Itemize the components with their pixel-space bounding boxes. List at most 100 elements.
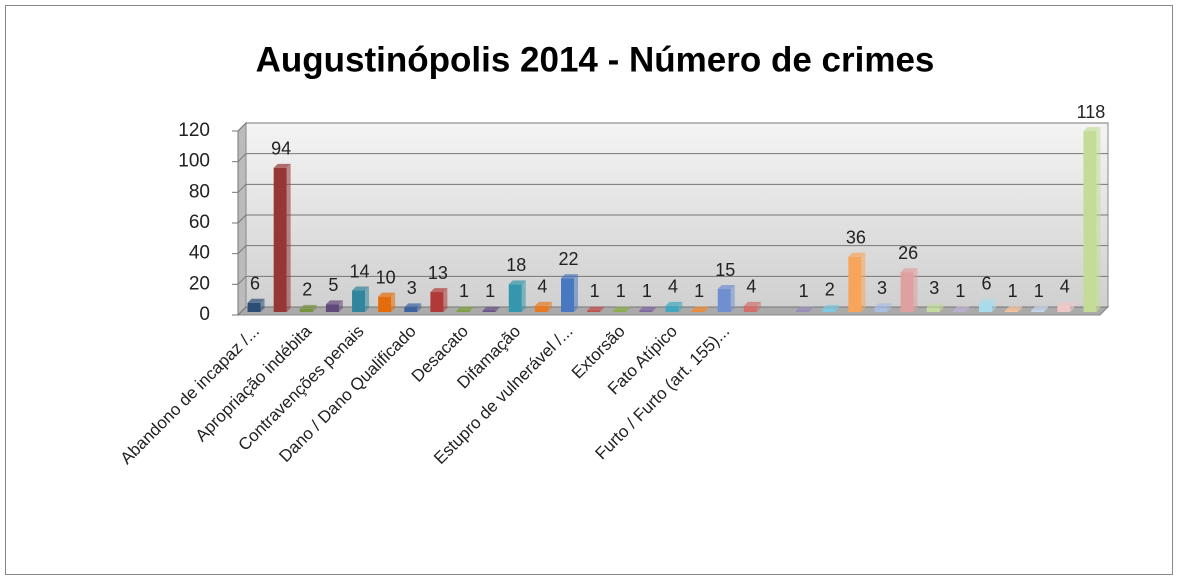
bar-side xyxy=(730,285,735,312)
bar xyxy=(978,302,992,312)
data-label: 4 xyxy=(668,277,678,297)
bar xyxy=(508,284,522,312)
data-label: 4 xyxy=(537,277,547,297)
bar xyxy=(1057,305,1071,312)
bar-side xyxy=(260,298,265,312)
data-label: 1 xyxy=(459,281,469,301)
bar xyxy=(952,310,966,312)
bar-side xyxy=(521,280,526,312)
bar xyxy=(691,310,705,312)
bar-top xyxy=(378,292,396,297)
bar xyxy=(430,292,444,312)
data-label: 3 xyxy=(929,278,939,298)
bar-side xyxy=(1044,306,1049,312)
bar xyxy=(273,167,287,312)
bar xyxy=(874,307,888,312)
bar-side xyxy=(391,292,396,312)
bar xyxy=(717,289,731,312)
bar-side xyxy=(574,274,579,312)
bar xyxy=(1031,310,1045,312)
bar xyxy=(665,305,679,312)
bar-top xyxy=(796,306,814,311)
bar-top xyxy=(508,280,526,285)
bar xyxy=(456,310,470,312)
y-tick-label: 60 xyxy=(189,212,210,233)
y-tick-label: 120 xyxy=(178,120,210,141)
bar-top xyxy=(978,298,996,303)
bar xyxy=(900,272,914,312)
data-label: 6 xyxy=(981,274,991,294)
bar-top xyxy=(639,306,657,311)
data-label: 14 xyxy=(350,261,370,281)
data-label: 6 xyxy=(250,274,260,294)
bar xyxy=(325,304,339,312)
bar-side xyxy=(835,304,840,312)
y-tick-label: 40 xyxy=(189,243,210,264)
bar-top xyxy=(848,252,866,257)
bar xyxy=(561,278,575,312)
data-label: 4 xyxy=(1060,277,1070,297)
bar-side xyxy=(991,298,996,312)
data-label: 26 xyxy=(898,243,918,263)
data-label: 2 xyxy=(825,280,835,300)
bar-side xyxy=(469,306,474,312)
data-label: 4 xyxy=(746,277,756,297)
bar xyxy=(822,308,836,312)
bar-side xyxy=(365,286,370,312)
bar-side xyxy=(1070,301,1075,312)
bar-top xyxy=(561,274,579,279)
data-label: 18 xyxy=(506,255,526,275)
bar-side xyxy=(626,306,631,312)
grid-line xyxy=(237,245,1108,255)
bar-top xyxy=(613,306,631,311)
y-tick-label: 20 xyxy=(189,273,210,294)
bar-top xyxy=(1005,306,1023,311)
bar-side xyxy=(443,288,448,312)
bar xyxy=(639,310,653,312)
bar-top xyxy=(665,301,683,306)
bar-top xyxy=(822,304,840,309)
bar-side xyxy=(809,306,814,312)
bar-side xyxy=(965,306,970,312)
data-label: 10 xyxy=(376,267,396,287)
bar-top xyxy=(952,306,970,311)
bar-side xyxy=(756,301,761,312)
bar xyxy=(1083,131,1097,312)
bar-side xyxy=(312,304,317,312)
grid-line xyxy=(237,122,1108,132)
bar-top xyxy=(456,306,474,311)
bar xyxy=(926,307,940,312)
bar-top xyxy=(1031,306,1049,311)
data-label: 1 xyxy=(1008,281,1018,301)
bar-side xyxy=(286,163,291,312)
data-label: 3 xyxy=(877,278,887,298)
bar-side xyxy=(678,301,683,312)
bar-side xyxy=(547,301,552,312)
bar xyxy=(378,296,392,312)
data-label: 1 xyxy=(590,281,600,301)
bar-top xyxy=(717,285,735,289)
bar-top xyxy=(352,286,370,291)
data-label: 1 xyxy=(1034,281,1044,301)
bar-top xyxy=(404,303,422,308)
y-tick-label: 80 xyxy=(189,181,210,202)
bar-top xyxy=(325,300,343,305)
bar-side xyxy=(417,303,422,312)
data-label: 1 xyxy=(694,281,704,301)
data-label: 94 xyxy=(271,139,291,159)
bar xyxy=(743,305,757,312)
bar xyxy=(534,305,548,312)
bar-side xyxy=(495,306,500,312)
bar xyxy=(1005,310,1019,312)
bar-top xyxy=(691,306,709,311)
bar-side xyxy=(704,306,709,312)
data-label: 118 xyxy=(1077,102,1106,122)
grid-line xyxy=(237,214,1108,224)
grid-line xyxy=(237,306,1108,316)
bar-side xyxy=(1096,127,1101,312)
bar-top xyxy=(926,303,944,308)
chart-title: Augustinópolis 2014 - Número de crimes xyxy=(256,40,935,79)
bar-top xyxy=(273,163,291,168)
data-label: 1 xyxy=(642,281,652,301)
data-label: 1 xyxy=(485,281,495,301)
